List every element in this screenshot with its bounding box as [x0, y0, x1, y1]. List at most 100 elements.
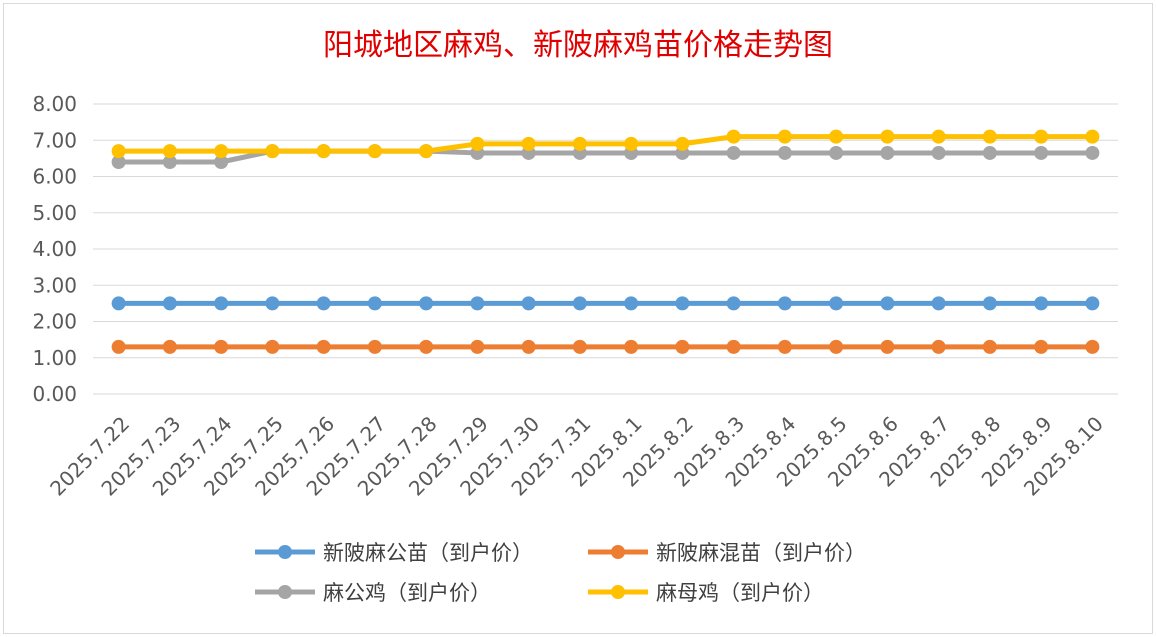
data-point [726, 145, 741, 160]
data-point [777, 339, 792, 354]
legend-label: 新陂麻公苗（到户价） [323, 541, 533, 565]
legend-item: 新陂麻混苗（到户价） [588, 541, 866, 565]
data-point [111, 296, 126, 311]
data-point [624, 296, 639, 311]
chart-area [3, 3, 1153, 634]
data-point [982, 296, 997, 311]
data-point [265, 339, 280, 354]
data-point [931, 145, 946, 160]
data-point [521, 339, 536, 354]
data-point [675, 296, 690, 311]
data-point [880, 145, 895, 160]
y-tick-label: 2.00 [32, 310, 77, 334]
legend-swatch-marker [278, 585, 292, 599]
data-point [931, 339, 946, 354]
data-point [572, 136, 587, 151]
series-0 [111, 296, 1100, 311]
series-3 [111, 129, 1100, 159]
x-axis-ticks: 2025.7.222025.7.232025.7.242025.7.252025… [45, 412, 1108, 501]
data-point [829, 339, 844, 354]
data-point [316, 296, 331, 311]
data-point [931, 129, 946, 144]
chart-title: 阳城地区麻鸡、新陂麻鸡苗价格走势图 [323, 28, 833, 63]
legend-swatch-marker [611, 545, 625, 559]
data-point [624, 339, 639, 354]
y-tick-label: 0.00 [32, 382, 77, 406]
data-point [1085, 129, 1100, 144]
data-point [214, 155, 229, 169]
data-point [470, 136, 485, 151]
data-point [726, 296, 741, 311]
data-point [777, 129, 792, 144]
data-point [829, 129, 844, 144]
data-point [726, 339, 741, 354]
data-point [931, 296, 946, 311]
data-point [1085, 339, 1100, 354]
data-point [111, 339, 126, 354]
y-tick-label: 5.00 [32, 201, 77, 225]
data-point [162, 296, 177, 311]
series-layer [111, 129, 1100, 354]
data-point [624, 136, 639, 151]
data-point [777, 296, 792, 311]
y-axis-ticks: 0.00 1.00 2.00 3.00 4.00 5.00 6.00 7.00 8.00 [32, 92, 77, 406]
data-point [111, 144, 126, 159]
legend-swatch-marker [611, 585, 625, 599]
data-point [675, 136, 690, 151]
data-point [572, 339, 587, 354]
data-point [1034, 145, 1049, 160]
data-point [880, 129, 895, 144]
series-line [118, 134, 1093, 154]
series-2 [111, 144, 1100, 169]
legend-item: 麻母鸡（到户价） [588, 581, 824, 605]
legend-item: 麻公鸡（到户价） [255, 581, 491, 605]
data-point [214, 339, 229, 354]
data-point [162, 155, 177, 169]
data-point [1085, 145, 1100, 160]
data-point [1085, 296, 1100, 311]
data-point [367, 296, 382, 311]
data-point [829, 296, 844, 311]
data-point [675, 339, 690, 354]
data-point [829, 145, 844, 160]
data-point [982, 129, 997, 144]
data-point [726, 129, 741, 144]
data-point [419, 144, 434, 159]
data-point [419, 296, 434, 311]
gridlines [93, 103, 1118, 395]
data-point [367, 339, 382, 354]
data-point [214, 144, 229, 159]
legend-label: 新陂麻混苗（到户价） [656, 541, 866, 565]
legend-label: 麻公鸡（到户价） [323, 581, 491, 605]
y-tick-label: 4.00 [32, 237, 77, 261]
data-point [419, 339, 434, 354]
legend: 新陂麻公苗（到户价） 新陂麻混苗（到户价） 麻公鸡（到户价） 麻母鸡（到户价） [255, 541, 866, 605]
data-point [982, 145, 997, 160]
data-point [982, 339, 997, 354]
data-point [1034, 339, 1049, 354]
data-point [111, 155, 126, 169]
data-point [162, 144, 177, 159]
legend-label: 麻母鸡（到户价） [656, 581, 824, 605]
data-point [265, 296, 280, 311]
y-tick-label: 1.00 [32, 346, 77, 370]
data-point [880, 339, 895, 354]
data-point [316, 144, 331, 159]
data-point [367, 144, 382, 159]
legend-item: 新陂麻公苗（到户价） [255, 541, 533, 565]
data-point [214, 296, 229, 311]
data-point [521, 136, 536, 151]
data-point [470, 296, 485, 311]
data-point [316, 339, 331, 354]
data-point [470, 339, 485, 354]
data-point [265, 144, 280, 159]
data-point [1034, 296, 1049, 311]
data-point [572, 296, 587, 311]
legend-swatch-marker [278, 545, 292, 559]
data-point [777, 145, 792, 160]
y-tick-label: 7.00 [32, 128, 77, 152]
series-1 [111, 339, 1100, 354]
data-point [162, 339, 177, 354]
data-point [1034, 129, 1049, 144]
